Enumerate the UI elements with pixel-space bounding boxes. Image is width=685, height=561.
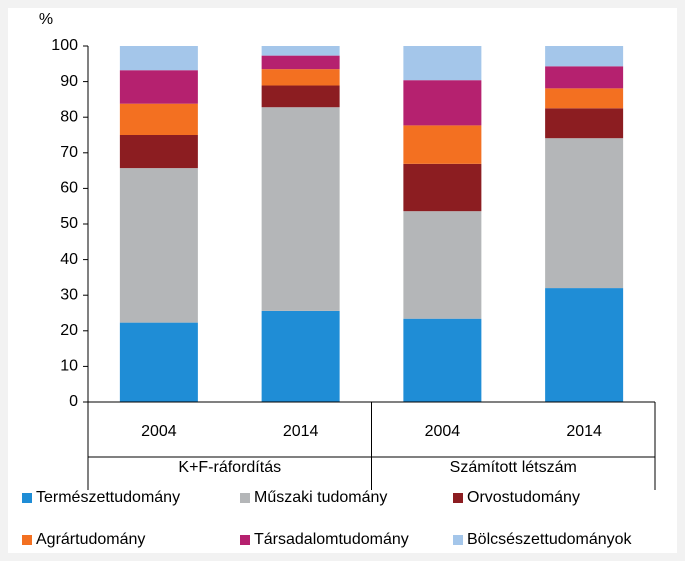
x-tick-label: 2014 [283,423,319,440]
x-tick-label: 2004 [425,423,461,440]
legend-swatch [453,493,463,503]
bar-segment [119,135,198,169]
bar-segment [545,88,624,109]
bar-segment [261,107,340,311]
bar-segment [119,103,198,135]
legend-swatch [22,535,32,545]
y-tick-label: 10 [60,358,78,375]
bar-segment [261,46,340,56]
legend-swatch [22,493,32,503]
bar-segment [261,310,340,402]
legend-label: Orvostudomány [467,489,580,506]
bar-segment [403,80,482,126]
y-tick-label: 80 [60,108,78,125]
y-tick-label: 30 [60,286,78,303]
y-tick-label: 70 [60,144,78,161]
bar-segment [261,85,340,108]
bar-segment [545,66,624,89]
bar-segment [403,211,482,319]
y-tick-label: 60 [60,180,78,197]
group-label: K+F-ráfordítás [178,459,281,476]
legend-label: Bölcsészettudományok [467,531,633,548]
bar-segment [261,69,340,86]
bar-segment [545,138,624,289]
bar-segment [545,108,624,139]
bar-segment [545,46,624,67]
y-tick-label: 50 [60,215,78,232]
bar-segment [545,288,624,402]
y-tick-label: 0 [69,393,78,410]
x-tick-label: 2014 [566,423,602,440]
legend-swatch [240,493,250,503]
bar-segment [119,168,198,323]
bar-segment [119,70,198,104]
legend-label: Társadalomtudomány [254,531,409,548]
y-tick-label: 40 [60,251,78,268]
y-tick-label: 90 [60,73,78,90]
bar-segment [403,318,482,402]
y-unit: % [39,11,53,28]
legend-swatch [453,535,463,545]
bar-segment [119,46,198,71]
legend-label: Műszaki tudomány [254,489,387,506]
group-label: Számított létszám [450,459,577,476]
bar-segment [261,55,340,70]
legend-label: Természettudomány [36,489,180,506]
bar-segment [403,46,482,81]
bar-segment [403,125,482,164]
y-tick-label: 100 [51,37,78,54]
legend-swatch [240,535,250,545]
x-tick-label: 2004 [141,423,177,440]
y-tick-label: 20 [60,322,78,339]
bar-segment [119,322,198,402]
bar-segment [403,163,482,212]
legend-label: Agrártudomány [36,531,145,548]
